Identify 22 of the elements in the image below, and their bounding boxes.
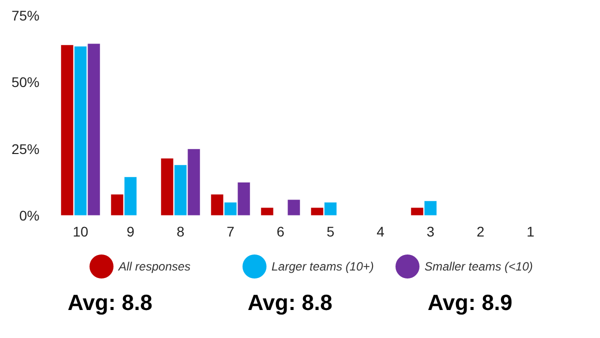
legend-label: Larger teams (10+): [272, 260, 374, 274]
x-tick-label: 10: [72, 224, 88, 240]
legend-label: All responses: [118, 260, 191, 274]
x-tick-label: 2: [476, 224, 485, 240]
x-tick-label: 8: [176, 224, 185, 240]
text: Avg: 8.9: [426, 289, 514, 317]
x-tick-label: 3: [426, 224, 435, 240]
x-tick-label: 9: [126, 224, 135, 240]
legend-label: Smaller teams (<10): [424, 260, 533, 274]
y-tick-label: 50%: [11, 74, 40, 90]
bar: [260, 207, 274, 216]
x-tick-label: 1: [526, 224, 535, 240]
x-tick-label: 5: [326, 224, 335, 240]
x-tick-label: 6: [276, 224, 285, 240]
y-tick-label: 25%: [11, 140, 40, 157]
text: Avg: 8.8: [246, 289, 334, 317]
y-tick-label: 0%: [19, 208, 40, 224]
x-tick-label: 4: [376, 224, 385, 240]
text: Avg: 8.8: [66, 289, 154, 317]
bar: [287, 199, 300, 216]
x-tick-label: 7: [226, 224, 235, 240]
y-tick-label: 75%: [11, 8, 40, 24]
